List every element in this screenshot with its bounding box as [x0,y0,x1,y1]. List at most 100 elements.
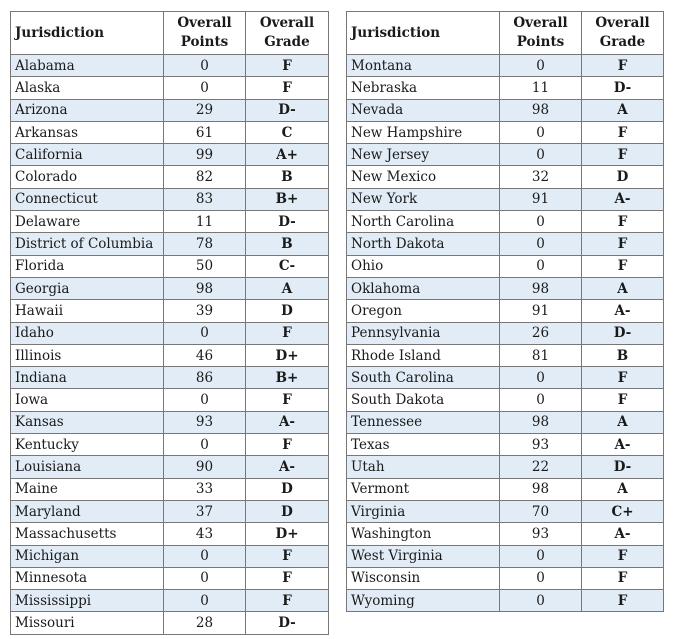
overall-grade-cell: A [245,276,329,301]
table-row: Pennsylvania 26 D- [346,321,664,345]
overall-points-cell: 82 [163,165,246,189]
jurisdiction-cell: Oklahoma [346,276,500,301]
jurisdiction-cell: South Carolina [346,366,500,390]
jurisdiction-cell: Iowa [10,388,164,412]
overall-points-cell: 61 [163,120,246,145]
overall-grade-cell: F [581,232,664,256]
table-row: Delaware 11 D- [10,210,329,234]
jurisdiction-cell: Florida [10,254,164,278]
overall-points-cell: 91 [499,299,582,323]
jurisdiction-cell: South Dakota [346,388,500,412]
overall-points-cell: 28 [163,611,246,635]
table-row: Virginia 70 C+ [346,499,664,524]
overall-points-cell: 0 [163,388,246,412]
overall-points-cell: 0 [163,544,246,568]
overall-points-cell: 98 [163,276,246,301]
overall-grade-cell: B [245,232,329,256]
overall-grade-cell: D- [581,76,664,100]
overall-points-cell: 91 [499,187,582,212]
overall-points-cell: 39 [163,299,246,323]
table-row: Oklahoma 98 A [346,276,664,301]
table-row: Connecticut 83 B+ [10,187,329,212]
jurisdiction-cell: Nevada [346,98,500,122]
table-row: Michigan 0 F [10,544,329,568]
jurisdiction-cell: Connecticut [10,187,164,212]
overall-points-cell: 86 [163,366,246,390]
overall-points-cell: 11 [499,76,582,100]
overall-grade-cell: F [581,120,664,145]
overall-grade-cell: A [581,477,664,501]
table-row: West Virginia 0 F [346,544,664,568]
overall-grade-cell: A [581,276,664,301]
table-row: Rhode Island 81 B [346,343,664,368]
jurisdiction-cell: Rhode Island [346,343,500,368]
table-row: New Hampshire 0 F [346,120,664,145]
table-row: Kansas 93 A- [10,410,329,435]
jurisdiction-cell: Texas [346,433,500,457]
jurisdiction-cell: District of Columbia [10,232,164,256]
table-row: Georgia 98 A [10,276,329,301]
header-points-line1: Overall [513,15,568,31]
jurisdiction-cell: West Virginia [346,544,500,568]
jurisdiction-cell: New Hampshire [346,120,500,145]
overall-points-cell: 0 [163,566,246,591]
overall-points-cell: 0 [499,544,582,568]
jurisdiction-cell: Georgia [10,276,164,301]
table-row: Montana 0 F [346,53,664,78]
overall-grade-cell: D- [245,98,329,122]
table-row: Nebraska 11 D- [346,76,664,100]
jurisdiction-cell: New Mexico [346,165,500,189]
table-row: Missouri 28 D- [10,611,329,635]
overall-points-cell: 50 [163,254,246,278]
overall-grade-cell: A- [245,455,329,479]
overall-grade-cell: F [245,321,329,345]
jurisdiction-cell: Nebraska [346,76,500,100]
overall-points-cell: 0 [499,566,582,591]
overall-grade-cell: F [581,589,664,613]
table-body-left: Alabama 0 F Alaska 0 F Arizona 29 D- Arkansas 61 C C… [10,53,329,635]
header-jurisdiction: Jurisdiction [346,11,500,55]
overall-grade-cell: A- [245,410,329,435]
overall-points-cell: 0 [499,232,582,256]
table-row: Tennessee 98 A [346,410,664,435]
table-row: Minnesota 0 F [10,566,329,591]
table-row: Vermont 98 A [346,477,664,501]
table-row: Alabama 0 F [10,53,329,78]
jurisdiction-cell: Mississippi [10,589,164,613]
table-row: Illinois 46 D+ [10,343,329,368]
overall-grade-cell: F [581,143,664,167]
table-row: Kentucky 0 F [10,433,329,457]
header-row: Jurisdiction Overall Points Overall Grade [346,11,664,55]
overall-points-cell: 0 [499,388,582,412]
overall-points-cell: 33 [163,477,246,501]
table-row: Maine 33 D [10,477,329,501]
jurisdiction-cell: New Jersey [346,143,500,167]
overall-grade-cell: F [581,388,664,412]
overall-points-cell: 0 [163,53,246,78]
jurisdiction-cell: Michigan [10,544,164,568]
jurisdiction-cell: Kentucky [10,433,164,457]
overall-points-cell: 70 [499,499,582,524]
table-row: Alaska 0 F [10,76,329,100]
table-row: Idaho 0 F [10,321,329,345]
table-row: Maryland 37 D [10,499,329,524]
table-body-right: Montana 0 F Nebraska 11 D- Nevada 98 A New Hampsh… [346,53,664,613]
overall-grade-cell: D [245,499,329,524]
table-row: New York 91 A- [346,187,664,212]
jurisdiction-cell: North Carolina [346,210,500,234]
overall-points-cell: 99 [163,143,246,167]
table-row: South Dakota 0 F [346,388,664,412]
overall-points-cell: 78 [163,232,246,256]
table-row: Louisiana 90 A- [10,455,329,479]
jurisdiction-cell: North Dakota [346,232,500,256]
jurisdiction-cell: Hawaii [10,299,164,323]
overall-points-cell: 0 [163,433,246,457]
overall-grade-cell: A- [581,187,664,212]
overall-grade-cell: F [245,53,329,78]
table-row: Hawaii 39 D [10,299,329,323]
overall-points-cell: 98 [499,410,582,435]
overall-points-cell: 11 [163,210,246,234]
overall-points-cell: 29 [163,98,246,122]
jurisdiction-cell: Pennsylvania [346,321,500,345]
jurisdiction-cell: Montana [346,53,500,78]
